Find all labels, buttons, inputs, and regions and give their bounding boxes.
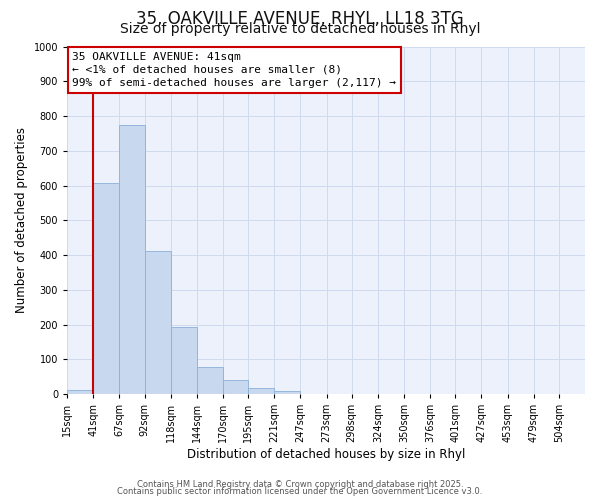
Bar bbox=[93, 182, 119, 394]
Text: 35, OAKVILLE AVENUE, RHYL, LL18 3TG: 35, OAKVILLE AVENUE, RHYL, LL18 3TG bbox=[136, 10, 464, 28]
Bar bbox=[197, 367, 223, 394]
Bar bbox=[248, 388, 274, 394]
Bar bbox=[274, 390, 301, 394]
Bar bbox=[223, 380, 248, 394]
Text: Size of property relative to detached houses in Rhyl: Size of property relative to detached ho… bbox=[120, 22, 480, 36]
Bar bbox=[170, 327, 197, 394]
Text: 35 OAKVILLE AVENUE: 41sqm
← <1% of detached houses are smaller (8)
99% of semi-d: 35 OAKVILLE AVENUE: 41sqm ← <1% of detac… bbox=[72, 52, 396, 88]
Y-axis label: Number of detached properties: Number of detached properties bbox=[15, 128, 28, 314]
Bar bbox=[119, 126, 145, 394]
Bar bbox=[145, 251, 170, 394]
X-axis label: Distribution of detached houses by size in Rhyl: Distribution of detached houses by size … bbox=[187, 448, 465, 461]
Bar bbox=[67, 390, 93, 394]
Text: Contains HM Land Registry data © Crown copyright and database right 2025.: Contains HM Land Registry data © Crown c… bbox=[137, 480, 463, 489]
Text: Contains public sector information licensed under the Open Government Licence v3: Contains public sector information licen… bbox=[118, 488, 482, 496]
